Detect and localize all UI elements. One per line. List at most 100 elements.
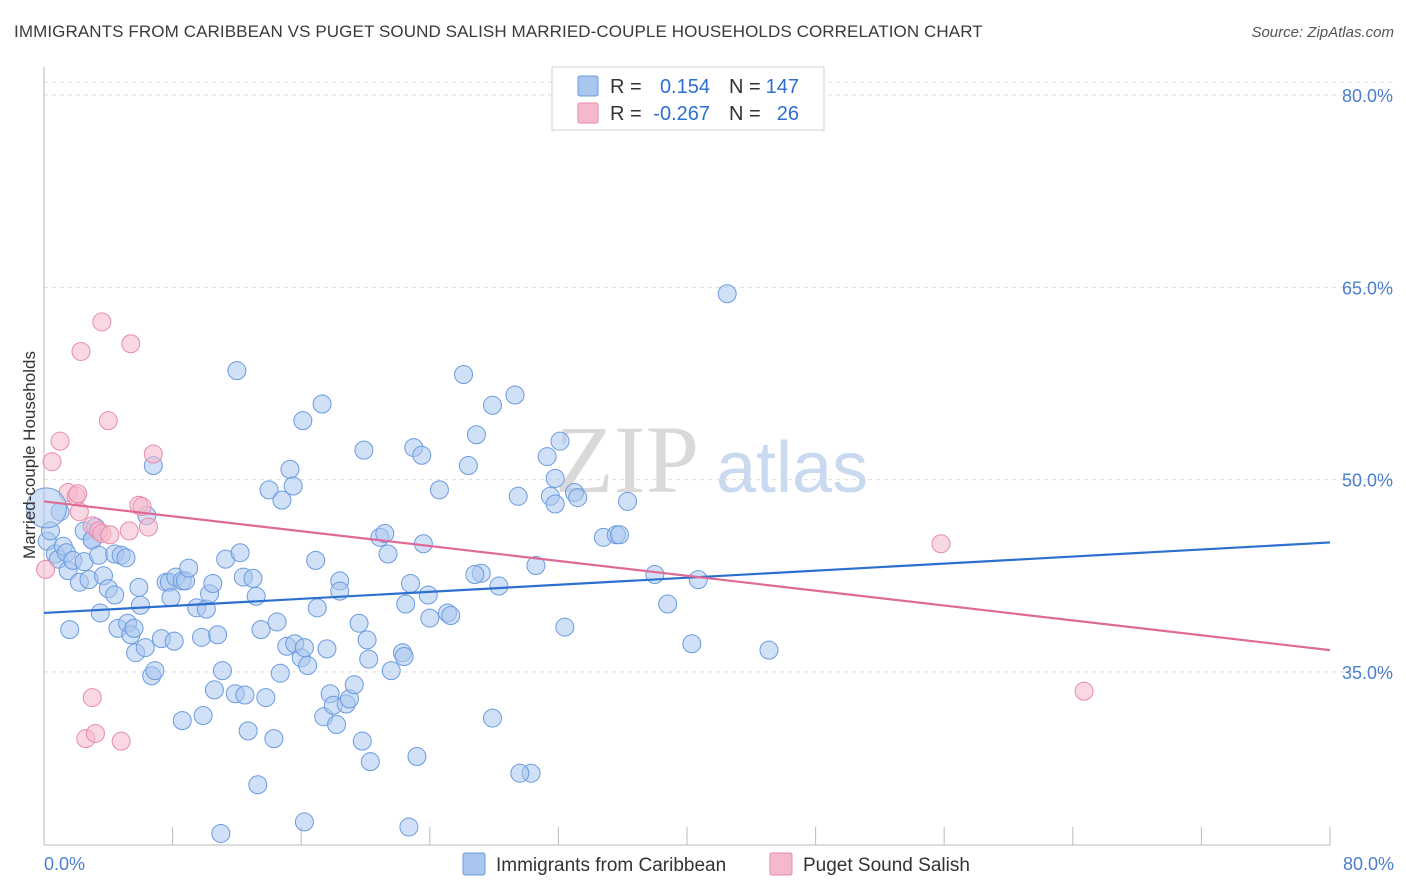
caribbean-point xyxy=(267,612,287,632)
legend-r-value-2: -0.267 xyxy=(653,103,710,125)
series-legend-swatch-caribbean xyxy=(462,852,486,876)
y-tick-label: 50.0% xyxy=(1342,471,1393,491)
caribbean-point xyxy=(568,488,588,508)
caribbean-point xyxy=(235,685,255,705)
caribbean-point xyxy=(454,365,474,385)
series-legend-label-salish: Puget Sound Salish xyxy=(803,855,970,876)
salish-point xyxy=(931,534,951,554)
caribbean-point xyxy=(129,577,149,597)
caribbean-point xyxy=(317,639,337,659)
salish-point xyxy=(68,484,88,504)
caribbean-point xyxy=(618,491,638,511)
caribbean-point xyxy=(441,606,461,626)
caribbean-point xyxy=(130,595,150,615)
caribbean-point xyxy=(272,490,292,510)
caribbean-point xyxy=(555,617,575,637)
caribbean-point-cluster xyxy=(25,487,67,529)
axes: 35.0% 50.0% 65.0% 80.0% 0.0% 80.0% xyxy=(43,67,1394,874)
caribbean-point xyxy=(256,688,276,708)
trend-lines xyxy=(43,500,1331,652)
caribbean-point xyxy=(401,573,421,593)
caribbean-point xyxy=(357,630,377,650)
salish-point xyxy=(132,497,152,517)
y-tick-label: 80.0% xyxy=(1342,86,1393,106)
caribbean-point xyxy=(420,608,440,628)
zipatlas-watermark: ZIP atlas xyxy=(555,406,868,513)
stats-legend: R = 0.154 N = 147 R = -0.267 N = 26 xyxy=(551,66,825,131)
caribbean-point xyxy=(238,721,258,741)
caribbean-point xyxy=(280,459,300,479)
caribbean-point xyxy=(145,661,165,681)
series-legend-swatch-salish xyxy=(769,852,793,876)
source-credit: Source: ZipAtlas.com xyxy=(1251,24,1394,41)
caribbean-point xyxy=(505,385,525,405)
caribbean-point xyxy=(230,543,250,563)
caribbean-point xyxy=(759,640,779,660)
caribbean-point xyxy=(105,585,125,605)
salish-trend-line xyxy=(43,500,1331,652)
caribbean-point xyxy=(259,480,279,500)
caribbean-point xyxy=(283,476,303,496)
caribbean-point xyxy=(360,752,380,772)
caribbean-point xyxy=(526,556,546,576)
salish-point xyxy=(121,334,141,354)
caribbean-point xyxy=(327,714,347,734)
caribbean-point xyxy=(192,627,212,647)
legend-swatch-blue xyxy=(577,75,599,97)
caribbean-point xyxy=(465,565,485,585)
salish-point xyxy=(50,431,70,451)
caribbean-point xyxy=(298,656,318,676)
caribbean-point xyxy=(161,588,181,608)
salish-point xyxy=(119,521,139,541)
caribbean-point xyxy=(243,568,263,588)
caribbean-point xyxy=(394,647,414,667)
series-legend: Immigrants from Caribbean Puget Sound Sa… xyxy=(462,852,970,876)
legend-n-value-1: 147 xyxy=(766,76,799,98)
caribbean-point xyxy=(251,620,271,640)
caribbean-point xyxy=(412,445,432,465)
caribbean-point xyxy=(418,585,438,605)
caribbean-point xyxy=(306,550,326,570)
caribbean-point xyxy=(89,545,109,565)
salish-point xyxy=(85,723,105,743)
caribbean-point xyxy=(135,638,155,658)
caribbean-point xyxy=(658,594,678,614)
caribbean-point xyxy=(307,598,327,618)
caribbean-point xyxy=(396,594,416,614)
caribbean-point xyxy=(429,480,449,500)
salish-point xyxy=(138,517,158,537)
caribbean-point xyxy=(293,411,313,431)
caribbean-point xyxy=(208,625,228,645)
caribbean-point xyxy=(717,284,737,304)
legend-n-label-2: N = xyxy=(729,103,761,125)
legend-r-label-1: R = xyxy=(610,76,642,98)
y-tick-label: 65.0% xyxy=(1342,278,1393,298)
caribbean-point xyxy=(124,618,144,638)
chart-title: IMMIGRANTS FROM CARIBBEAN VS PUGET SOUND… xyxy=(14,22,983,41)
caribbean-point xyxy=(508,486,528,506)
caribbean-point xyxy=(466,425,486,445)
caribbean-point xyxy=(270,663,290,683)
caribbean-point xyxy=(352,731,372,751)
caribbean-point xyxy=(550,431,570,451)
salish-point xyxy=(1074,681,1094,701)
caribbean-point xyxy=(510,763,530,783)
caribbean-point xyxy=(682,634,702,654)
salish-point xyxy=(111,731,131,751)
y-axis-label: Married-couple Households xyxy=(20,351,39,559)
caribbean-point xyxy=(381,661,401,681)
caribbean-point xyxy=(375,523,395,543)
caribbean-point xyxy=(264,729,284,749)
series-legend-label-caribbean: Immigrants from Caribbean xyxy=(496,855,726,876)
legend-n-value-2: 26 xyxy=(777,103,799,125)
caribbean-point xyxy=(211,823,231,843)
caribbean-point xyxy=(116,548,136,568)
caribbean-point xyxy=(294,638,314,658)
salish-point xyxy=(82,688,102,708)
caribbean-point xyxy=(545,494,565,514)
legend-r-label-2: R = xyxy=(610,103,642,125)
caribbean-point xyxy=(227,361,247,381)
x-tick-label-min: 0.0% xyxy=(44,854,85,874)
caribbean-point xyxy=(203,573,223,593)
caribbean-point xyxy=(688,570,708,590)
